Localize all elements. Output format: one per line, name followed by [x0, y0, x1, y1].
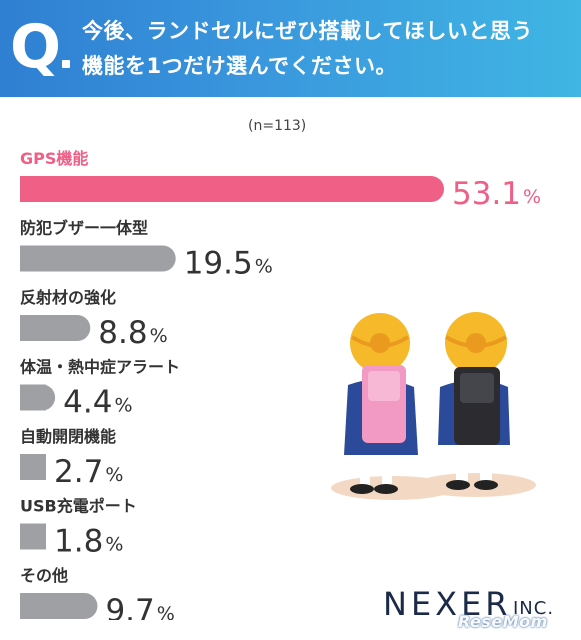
- sample-size: (n=113): [248, 118, 307, 134]
- bar-left-cap: [20, 523, 46, 550]
- value-label: 2.7: [54, 454, 103, 490]
- value-unit: %: [105, 534, 123, 556]
- bar-chart: GPS機能 53.1 % 防犯ブザー一体型 19.5 % 反射材の強化 8.8 % 体温・熱中症ア…: [20, 149, 541, 620]
- value-unit: %: [105, 464, 123, 486]
- value-label: 4.4: [63, 385, 112, 421]
- value-unit: %: [114, 395, 132, 417]
- category-label: その他: [20, 566, 68, 585]
- bar: [20, 176, 444, 202]
- value-label: 53.1: [452, 176, 521, 212]
- question-mark: Q: [10, 12, 62, 82]
- value-unit: %: [150, 325, 168, 347]
- question-mark-dot: [62, 60, 70, 68]
- value-unit: %: [523, 186, 541, 208]
- category-label: 体温・熱中症アラート: [20, 358, 180, 377]
- question-header: Q 今後、ランドセルにぜひ搭載してほしいと思う 機能を1つだけ選んでください。: [0, 0, 581, 97]
- watermark: ReseMom: [458, 612, 548, 631]
- brand-suffix: INC.: [513, 598, 555, 619]
- value-label: 19.5: [184, 246, 253, 282]
- value-unit: %: [157, 603, 175, 620]
- bar-left-cap: [20, 245, 46, 272]
- category-label: 防犯ブザー一体型: [20, 219, 148, 238]
- bar-left-cap: [20, 176, 46, 202]
- category-label: GPS機能: [20, 149, 88, 168]
- bar-left-cap: [20, 384, 46, 411]
- value-label: 9.7: [105, 593, 154, 620]
- brand-logo: NEXER: [383, 585, 512, 623]
- category-label: 反射材の強化: [20, 288, 116, 307]
- bar: [20, 245, 176, 272]
- category-label: USB充電ポート: [20, 497, 137, 516]
- value-unit: %: [255, 256, 273, 278]
- bar-left-cap: [20, 454, 46, 480]
- children-illustration: [331, 312, 536, 500]
- question-text-line-2: 機能を1つだけ選んでください。: [82, 54, 398, 78]
- bar-left-cap: [20, 315, 46, 341]
- value-label: 1.8: [54, 524, 103, 560]
- bar-left-cap: [20, 593, 46, 619]
- question-text-line-1: 今後、ランドセルにぜひ搭載してほしいと思う: [82, 19, 533, 43]
- category-label: 自動開閉機能: [20, 427, 116, 446]
- value-label: 8.8: [98, 315, 147, 351]
